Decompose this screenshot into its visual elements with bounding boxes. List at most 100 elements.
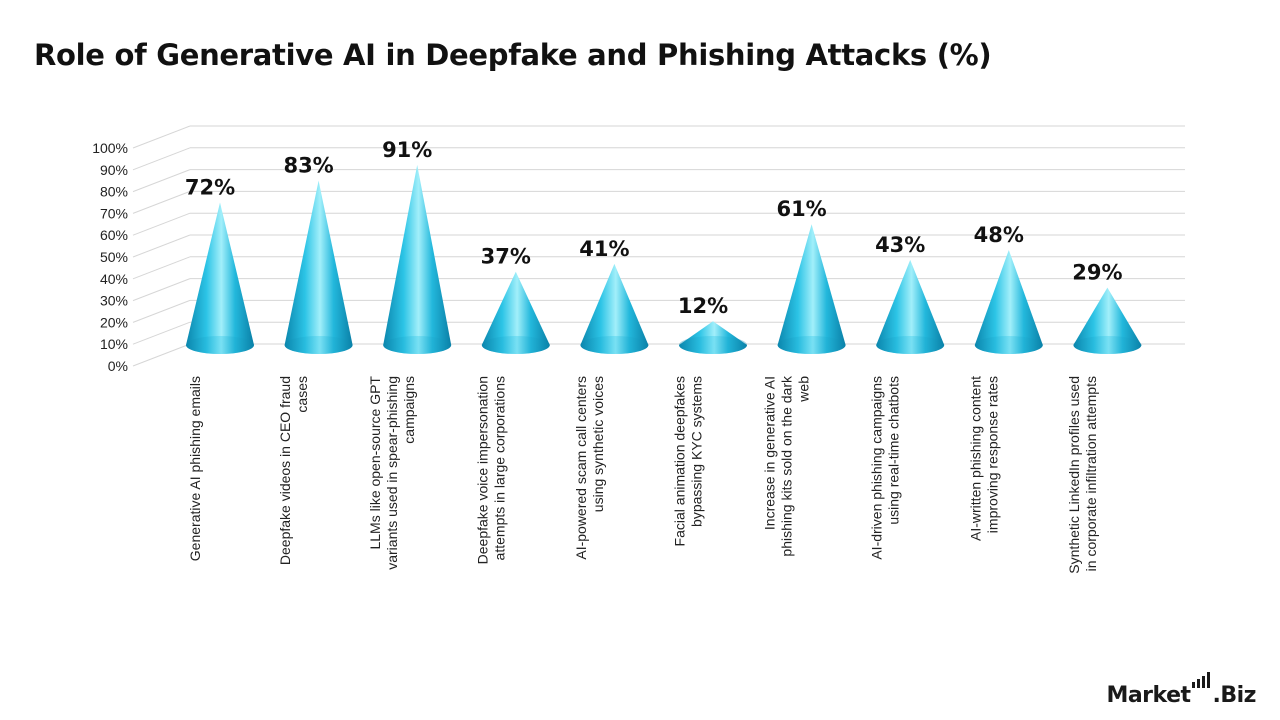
logo-text-left: Market — [1106, 683, 1191, 708]
gridline-diagonal — [132, 299, 191, 323]
cone — [383, 164, 452, 354]
data-labels: 72% 83% 91% 37% 41% 12% 61% 43% 48% 29% — [185, 138, 1123, 318]
y-tick-label: 30% — [100, 293, 128, 309]
cone-body — [580, 263, 649, 354]
y-tick-label: 80% — [100, 184, 128, 200]
cone-base — [580, 336, 649, 354]
y-tick-label: 100% — [92, 140, 128, 156]
cone-base — [1073, 336, 1142, 354]
x-category-label-line: AI-written phishing content — [967, 376, 983, 541]
x-category-label-line: phishing kits sold on the dark — [779, 375, 795, 557]
x-axis-categories: Generative AI phishing emails Deepfake vi… — [187, 375, 1099, 574]
gridline-diagonal — [132, 321, 191, 345]
cone-body — [876, 259, 945, 354]
x-category-label: AI-driven phishing campaigns using real-t… — [869, 376, 902, 560]
x-category-label: AI-written phishing content improving res… — [967, 376, 1000, 541]
cone-base — [679, 336, 747, 354]
gridline-diagonal — [132, 343, 191, 367]
gridline-diagonal — [132, 147, 191, 171]
cone-body — [481, 271, 550, 354]
x-category-label: Increase in generative AI phishing kits s… — [762, 375, 812, 557]
x-category-label-line: improving response rates — [984, 376, 1000, 533]
cone-base — [284, 336, 353, 354]
cone — [580, 263, 649, 354]
cone-base — [876, 336, 945, 354]
y-tick-label: 40% — [100, 271, 128, 287]
x-category-label-line: variants used in spear-phishing — [384, 376, 400, 570]
gridline-diagonal — [132, 278, 191, 302]
y-tick-label: 50% — [100, 249, 128, 265]
x-category-label-line: LLMs like open-source GPT — [367, 376, 383, 550]
x-category-label-line: campaigns — [401, 376, 417, 444]
y-axis-ticks: 0% 10% 20% 30% 40% 50% 60% 70% 80% 90% 100% — [92, 140, 128, 374]
cone-body — [383, 164, 452, 354]
gridline-diagonal — [132, 212, 191, 236]
x-category-label-line: cases — [294, 376, 310, 413]
data-label: 12% — [678, 294, 728, 318]
x-category-label: LLMs like open-source GPT variants used i… — [367, 376, 417, 570]
x-category-label-line: using synthetic voices — [590, 376, 606, 512]
data-label: 29% — [1072, 261, 1122, 285]
x-category-label: Facial animation deepfakes bypassing KYC … — [672, 376, 705, 546]
x-category-label-line: Generative AI phishing emails — [187, 376, 203, 561]
x-category-label: Generative AI phishing emails — [187, 376, 203, 561]
cone-base — [481, 336, 550, 354]
x-category-label-line: web — [796, 376, 812, 403]
gridline-diagonal — [132, 125, 191, 149]
y-tick-label: 60% — [100, 227, 128, 243]
cone — [284, 180, 353, 354]
x-category-label: AI-powered scam call centers using synthe… — [573, 376, 606, 560]
cone-body — [974, 249, 1043, 354]
y-tick-label: 10% — [100, 336, 128, 352]
y-tick-label: 0% — [108, 358, 128, 374]
gridline-diagonal — [132, 234, 191, 258]
x-category-label-line: AI-powered scam call centers — [573, 376, 589, 560]
x-category-label: Deepfake videos in CEO fraud cases — [277, 376, 310, 565]
data-label: 48% — [974, 223, 1024, 247]
data-label: 83% — [283, 154, 333, 178]
data-label: 41% — [579, 237, 629, 261]
y-tick-label: 20% — [100, 314, 128, 330]
cone-base — [777, 336, 846, 354]
x-category-label: Synthetic LinkedIn profiles used in corpo… — [1066, 376, 1099, 574]
x-category-label-line: Facial animation deepfakes — [672, 376, 688, 546]
x-category-label-line: Deepfake videos in CEO fraud — [277, 376, 293, 565]
cone-base — [186, 336, 254, 354]
cone — [1073, 287, 1142, 354]
logo-text-right: Biz — [1220, 683, 1256, 708]
data-label: 61% — [776, 197, 826, 221]
x-category-label: Deepfake voice impersonation attempts in … — [474, 376, 507, 564]
gridline-diagonal — [132, 256, 191, 280]
x-category-label-line: Increase in generative AI — [762, 376, 778, 530]
x-category-label-line: Synthetic LinkedIn profiles used — [1066, 376, 1082, 574]
logo-dot: . — [1212, 683, 1221, 708]
y-tick-label: 90% — [100, 162, 128, 178]
cone-body — [186, 202, 254, 354]
cone — [679, 321, 747, 354]
x-category-label-line: using real-time chatbots — [886, 376, 902, 525]
data-label: 37% — [481, 245, 531, 269]
cone-body — [777, 224, 846, 354]
brand-logo: Market . Biz — [1106, 672, 1256, 708]
cone — [974, 249, 1043, 354]
gridline-diagonal — [132, 190, 191, 214]
x-category-label-line: attempts in large corporations — [491, 376, 507, 560]
cone-base — [974, 336, 1043, 354]
data-label: 91% — [382, 138, 432, 162]
cone-body — [284, 180, 353, 354]
chart-title: Role of Generative AI in Deepfake and Ph… — [34, 38, 992, 72]
logo-bars-icon — [1191, 672, 1212, 688]
cone — [186, 202, 254, 354]
x-category-label-line: bypassing KYC systems — [689, 376, 705, 527]
cones — [186, 164, 1142, 354]
x-category-label-line: AI-driven phishing campaigns — [869, 376, 885, 560]
data-label: 72% — [185, 175, 235, 199]
x-category-label-line: Deepfake voice impersonation — [474, 376, 490, 564]
y-tick-label: 70% — [100, 205, 128, 221]
data-label: 43% — [875, 233, 925, 257]
cone — [876, 259, 945, 354]
cone — [777, 224, 846, 354]
cone-base — [383, 336, 452, 354]
cone — [481, 271, 550, 354]
